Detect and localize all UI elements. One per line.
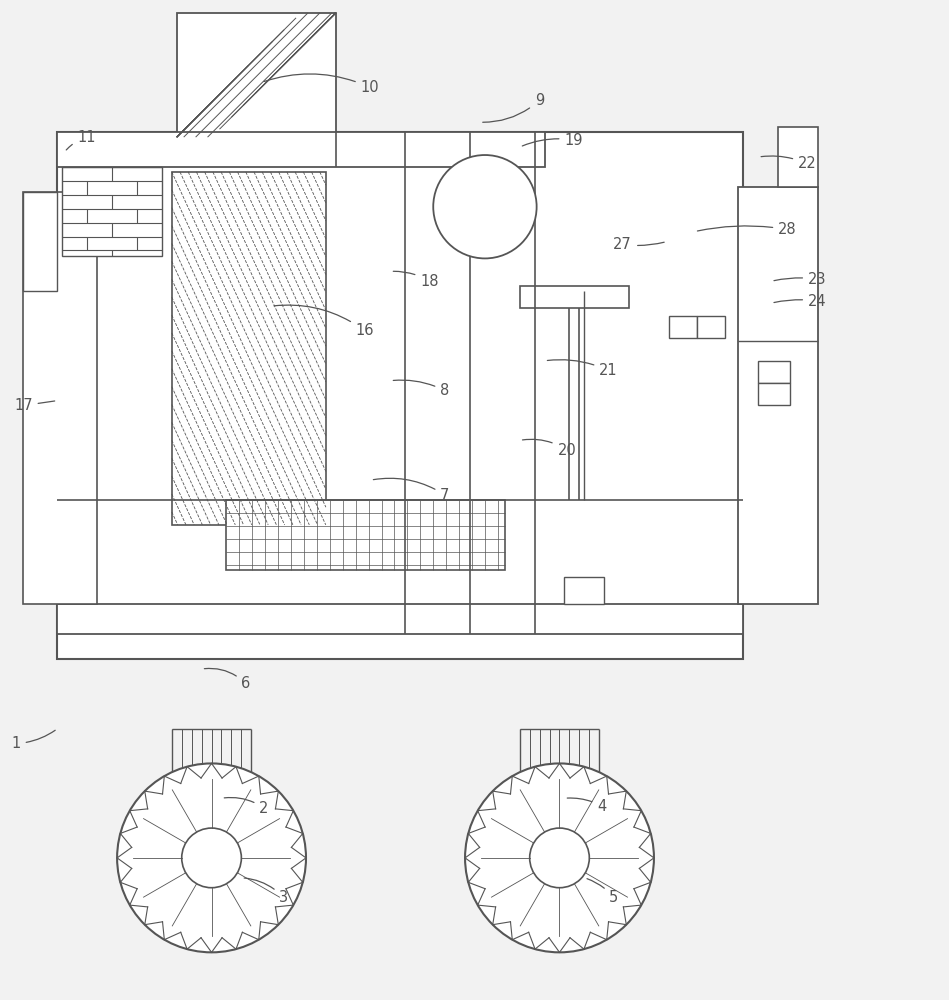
Bar: [58, 132, 545, 167]
Circle shape: [117, 763, 306, 952]
Text: 27: 27: [613, 237, 664, 252]
Text: 22: 22: [761, 156, 817, 171]
Text: 18: 18: [393, 271, 438, 289]
Text: 19: 19: [522, 133, 583, 148]
Bar: [669, 316, 697, 338]
Text: 21: 21: [548, 360, 618, 378]
Circle shape: [434, 155, 536, 258]
Text: 24: 24: [774, 294, 827, 309]
Circle shape: [181, 828, 241, 888]
Text: 17: 17: [14, 398, 55, 413]
Text: 3: 3: [244, 878, 288, 905]
Bar: [758, 361, 791, 383]
Bar: [778, 127, 818, 187]
Circle shape: [465, 763, 654, 952]
Bar: [697, 316, 724, 338]
Text: 5: 5: [587, 879, 619, 905]
Text: 7: 7: [373, 478, 450, 503]
Text: 28: 28: [698, 222, 797, 237]
Bar: [58, 604, 743, 634]
Text: 2: 2: [224, 798, 269, 816]
Bar: [63, 167, 162, 256]
Bar: [738, 187, 818, 604]
Bar: [520, 286, 629, 308]
Bar: [758, 383, 791, 405]
Text: 6: 6: [204, 668, 251, 691]
Bar: [23, 192, 58, 291]
Text: 8: 8: [393, 380, 450, 398]
Text: 11: 11: [66, 130, 96, 150]
Bar: [177, 13, 336, 137]
Bar: [58, 132, 743, 659]
Text: 16: 16: [274, 305, 374, 338]
Text: 23: 23: [774, 272, 827, 287]
Text: 9: 9: [483, 93, 544, 122]
Circle shape: [530, 828, 589, 888]
Text: 4: 4: [568, 798, 606, 814]
Bar: [227, 500, 505, 570]
Bar: [172, 172, 326, 525]
Text: 10: 10: [264, 74, 380, 95]
Bar: [23, 192, 97, 604]
Bar: [565, 577, 605, 604]
Text: 1: 1: [11, 730, 55, 751]
Text: 20: 20: [523, 439, 576, 458]
